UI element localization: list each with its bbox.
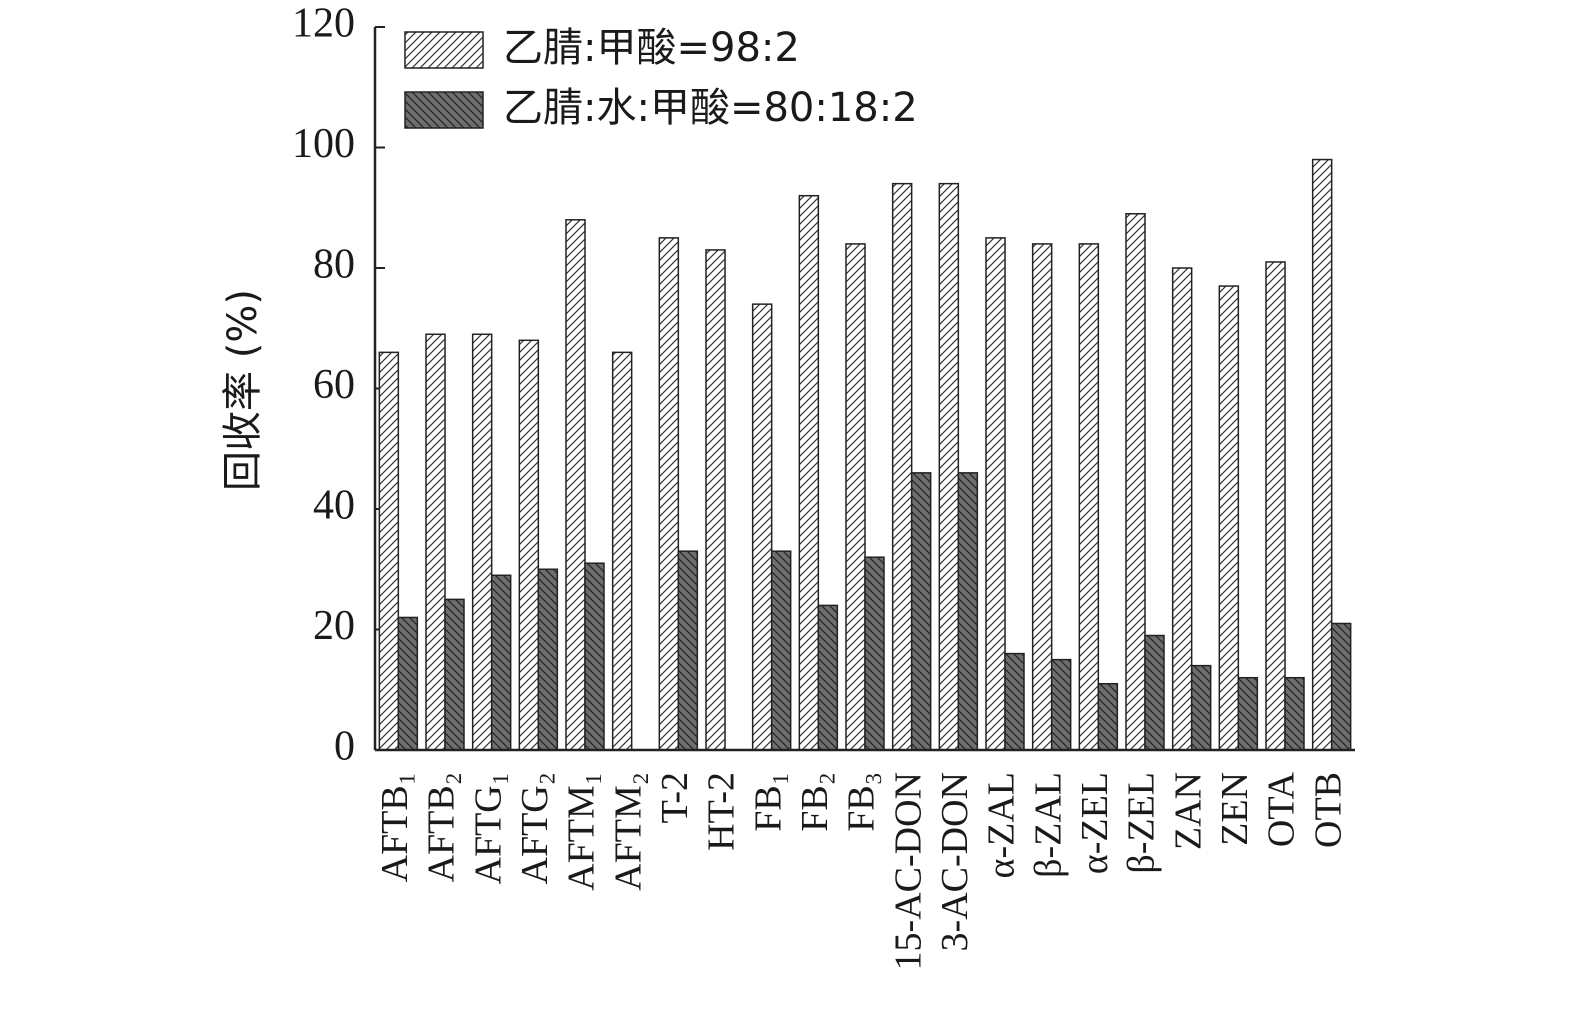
bar (565, 219, 586, 751)
x-tick-label: T-2 (654, 772, 696, 823)
bar (1190, 664, 1212, 751)
bar (770, 550, 792, 751)
x-tick-label: 15-AC-DON (887, 772, 929, 970)
y-tick-label: 60 (313, 362, 355, 408)
y-tick-label: 100 (292, 121, 355, 167)
x-tick-label: β-ZEL (1121, 772, 1163, 874)
bar (518, 339, 540, 751)
legend-swatch (404, 31, 484, 69)
bar (1265, 261, 1286, 751)
bar (1004, 652, 1025, 751)
x-tick-label: FB₃ (841, 772, 883, 832)
x-tick-label: OTA (1261, 771, 1303, 847)
bar (1125, 213, 1146, 751)
x-tick-label: AFTB₂ (421, 772, 463, 882)
bar (910, 472, 932, 751)
x-tick-label: β-ZAL (1027, 772, 1069, 878)
bar (611, 351, 633, 751)
bar (490, 574, 512, 751)
bar (1311, 158, 1333, 751)
x-tick-label: α-ZEL (1074, 772, 1116, 874)
bar (1237, 676, 1259, 751)
x-tick-label: OTB (1307, 772, 1349, 848)
x-tick-label: 3-AC-DON (934, 772, 976, 951)
y-tick-label: 80 (313, 242, 355, 288)
bar (677, 550, 699, 751)
bar (891, 182, 913, 751)
x-tick-label: AFTM₂ (607, 772, 649, 891)
y-tick-label: 20 (313, 603, 355, 649)
bar (798, 194, 820, 751)
bar (1144, 634, 1165, 751)
bar (1097, 682, 1119, 751)
bar (957, 472, 979, 751)
x-tick-label: AFTG₁ (467, 772, 509, 884)
bar (658, 237, 680, 751)
bar (1171, 267, 1193, 751)
bar (397, 616, 419, 751)
x-tick-label: ZEN (1214, 772, 1256, 846)
x-tick-label: α-ZAL (981, 772, 1023, 878)
bar (1050, 658, 1072, 751)
bar (705, 249, 726, 751)
bar (1031, 243, 1053, 751)
bar (537, 568, 559, 751)
x-tick-label: AFTB₁ (374, 772, 416, 882)
x-tick-label: AFTG₂ (514, 772, 556, 884)
y-tick-label: 40 (313, 483, 355, 529)
legend-swatch (404, 91, 484, 129)
x-tick-label: ZAN (1167, 772, 1209, 850)
x-tick-label: HT-2 (701, 772, 743, 851)
bar (1330, 622, 1352, 751)
bar (444, 598, 465, 751)
bar (584, 562, 605, 751)
bar (1078, 243, 1100, 751)
bar (985, 237, 1006, 751)
y-tick-label: 120 (292, 1, 355, 47)
bar (845, 243, 866, 751)
bar (425, 333, 446, 751)
bar (938, 182, 960, 751)
bar (864, 556, 885, 751)
x-tick-label: FB₂ (794, 772, 836, 832)
x-tick-label: FB₁ (747, 772, 789, 832)
bar (1218, 285, 1240, 751)
bar (1284, 676, 1305, 751)
x-tick-label: AFTM₁ (561, 772, 603, 891)
bar (751, 303, 773, 751)
legend-label: 乙腈:水:甲酸=80:18:2 (503, 85, 918, 131)
y-axis-label: 回收率 (%) (220, 289, 266, 491)
bar (378, 351, 400, 751)
y-tick-label: 0 (334, 724, 355, 770)
bar (817, 604, 839, 751)
bar (471, 333, 493, 751)
legend-label: 乙腈:甲酸=98:2 (503, 25, 800, 71)
